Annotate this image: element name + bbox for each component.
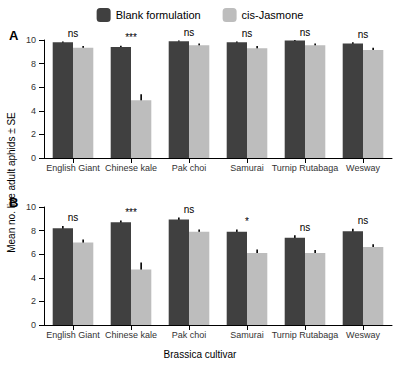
svg-text:6: 6 — [31, 82, 36, 92]
svg-text:***: *** — [125, 32, 137, 43]
svg-text:8: 8 — [31, 226, 36, 236]
svg-text:6: 6 — [31, 249, 36, 259]
svg-text:2: 2 — [31, 296, 36, 306]
svg-text:B: B — [9, 195, 18, 210]
svg-text:cis-Jasmone: cis-Jasmone — [242, 9, 304, 21]
svg-text:English Giant: English Giant — [46, 330, 100, 340]
svg-text:Chinese kale: Chinese kale — [105, 330, 157, 340]
svg-text:*: * — [245, 216, 249, 227]
svg-text:Pak choi: Pak choi — [172, 330, 207, 340]
svg-text:0: 0 — [31, 153, 36, 163]
svg-text:Wesway: Wesway — [346, 163, 380, 173]
svg-text:Mean no. live adult aphids ± S: Mean no. live adult aphids ± SE — [6, 112, 17, 253]
svg-text:ns: ns — [242, 28, 253, 39]
svg-text:ns: ns — [358, 29, 369, 40]
svg-text:Turnip Rutabaga: Turnip Rutabaga — [272, 163, 339, 173]
svg-text:Chinese kale: Chinese kale — [105, 163, 157, 173]
svg-text:ns: ns — [300, 27, 311, 38]
svg-text:ns: ns — [300, 222, 311, 233]
svg-text:Wesway: Wesway — [346, 330, 380, 340]
svg-text:10: 10 — [26, 202, 36, 212]
svg-text:Samurai: Samurai — [230, 163, 264, 173]
svg-text:2: 2 — [31, 129, 36, 139]
svg-text:8: 8 — [31, 59, 36, 69]
svg-text:4: 4 — [31, 106, 36, 116]
svg-text:Brassica cultivar: Brassica cultivar — [164, 349, 237, 360]
svg-text:English Giant: English Giant — [46, 163, 100, 173]
svg-text:ns: ns — [184, 204, 195, 215]
svg-text:Blank formulation: Blank formulation — [116, 9, 201, 21]
svg-text:Turnip Rutabaga: Turnip Rutabaga — [272, 330, 339, 340]
svg-text:ns: ns — [68, 212, 79, 223]
svg-text:ns: ns — [358, 215, 369, 226]
svg-text:ns: ns — [68, 28, 79, 39]
svg-text:0: 0 — [31, 320, 36, 330]
svg-text:A: A — [9, 28, 19, 43]
svg-text:Samurai: Samurai — [230, 330, 264, 340]
svg-text:4: 4 — [31, 273, 36, 283]
svg-text:10: 10 — [26, 35, 36, 45]
svg-text:Pak choi: Pak choi — [172, 163, 207, 173]
svg-text:ns: ns — [184, 27, 195, 38]
svg-text:***: *** — [125, 207, 137, 218]
